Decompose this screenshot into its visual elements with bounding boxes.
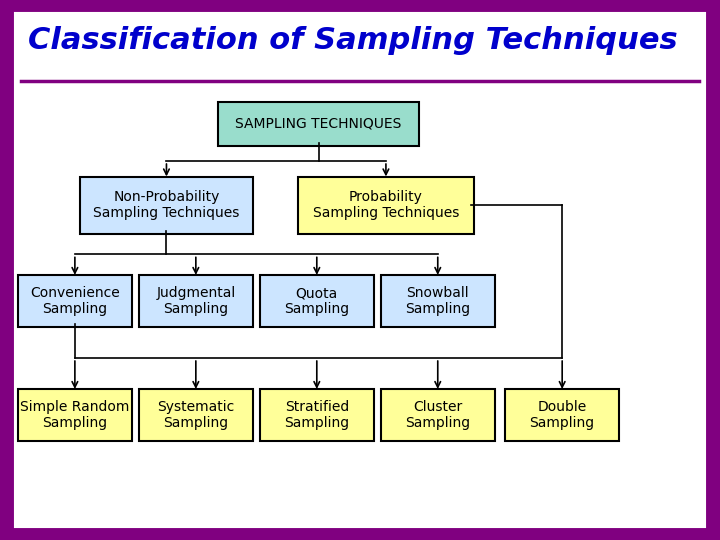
FancyBboxPatch shape: [381, 389, 495, 441]
Text: Double
Sampling: Double Sampling: [530, 400, 595, 430]
FancyBboxPatch shape: [298, 177, 474, 234]
Text: Simple Random
Sampling: Simple Random Sampling: [20, 400, 130, 430]
Text: Judgmental
Sampling: Judgmental Sampling: [156, 286, 235, 316]
FancyBboxPatch shape: [381, 275, 495, 327]
Text: Classification of Sampling Techniques: Classification of Sampling Techniques: [28, 26, 678, 56]
Text: SAMPLING TECHNIQUES: SAMPLING TECHNIQUES: [235, 117, 402, 131]
Text: Quota
Sampling: Quota Sampling: [284, 286, 349, 316]
FancyBboxPatch shape: [260, 389, 374, 441]
Text: Stratified
Sampling: Stratified Sampling: [284, 400, 349, 430]
FancyBboxPatch shape: [505, 389, 619, 441]
FancyBboxPatch shape: [139, 275, 253, 327]
Text: Probability
Sampling Techniques: Probability Sampling Techniques: [312, 190, 459, 220]
Text: Snowball
Sampling: Snowball Sampling: [405, 286, 470, 316]
FancyBboxPatch shape: [218, 102, 419, 146]
Text: Cluster
Sampling: Cluster Sampling: [405, 400, 470, 430]
FancyBboxPatch shape: [18, 389, 132, 441]
Text: Non-Probability
Sampling Techniques: Non-Probability Sampling Techniques: [94, 190, 240, 220]
FancyBboxPatch shape: [260, 275, 374, 327]
FancyBboxPatch shape: [18, 275, 132, 327]
FancyBboxPatch shape: [80, 177, 253, 234]
Text: Systematic
Sampling: Systematic Sampling: [157, 400, 235, 430]
Text: Convenience
Sampling: Convenience Sampling: [30, 286, 120, 316]
FancyBboxPatch shape: [139, 389, 253, 441]
